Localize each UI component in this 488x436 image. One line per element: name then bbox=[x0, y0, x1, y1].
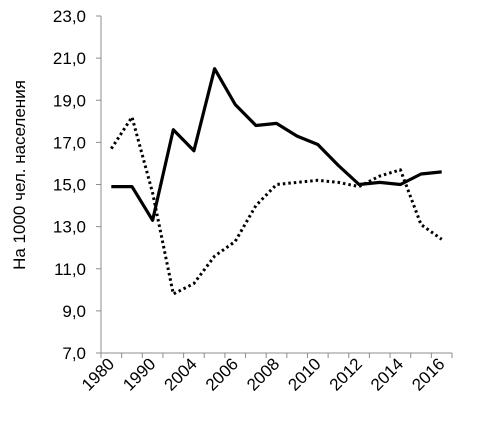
y-tick-label: 11,0 bbox=[54, 260, 86, 279]
y-tick-labels: 7,0 9,0 11,0 13,0 15,0 17,0 19,0 21,0 23,0 bbox=[53, 7, 86, 363]
y-tick-label: 23,0 bbox=[53, 7, 86, 26]
x-tick-label: 2014 bbox=[367, 354, 407, 394]
x-tick-labels: 1980 1990 2004 2006 2008 2010 2012 2014 2016 bbox=[78, 354, 449, 394]
y-tick-label: 13,0 bbox=[53, 218, 86, 237]
series-line-2 bbox=[110, 115, 443, 296]
y-tick-label: 21,0 bbox=[53, 49, 86, 68]
y-tick-label: 19,0 bbox=[53, 91, 86, 110]
x-tick-label: 2006 bbox=[202, 354, 242, 394]
y-tick-label: 9,0 bbox=[62, 302, 86, 321]
x-tick-label: 2004 bbox=[161, 354, 201, 394]
y-tick-label: 7,0 bbox=[62, 344, 86, 363]
x-tick-label: 2012 bbox=[326, 354, 366, 394]
x-tick-label: 2016 bbox=[408, 354, 448, 394]
x-tick-label: 1990 bbox=[119, 354, 159, 394]
y-tick-label: 15,0 bbox=[53, 176, 86, 195]
y-axis-label: На 1000 чел. населения bbox=[10, 80, 29, 270]
series-lines bbox=[110, 67, 443, 296]
axes bbox=[96, 15, 453, 358]
x-tick-label: 2008 bbox=[243, 354, 283, 394]
x-tick-label: 2010 bbox=[284, 354, 324, 394]
y-tick-label: 17,0 bbox=[53, 133, 86, 152]
series-line-1 bbox=[111, 67, 442, 222]
